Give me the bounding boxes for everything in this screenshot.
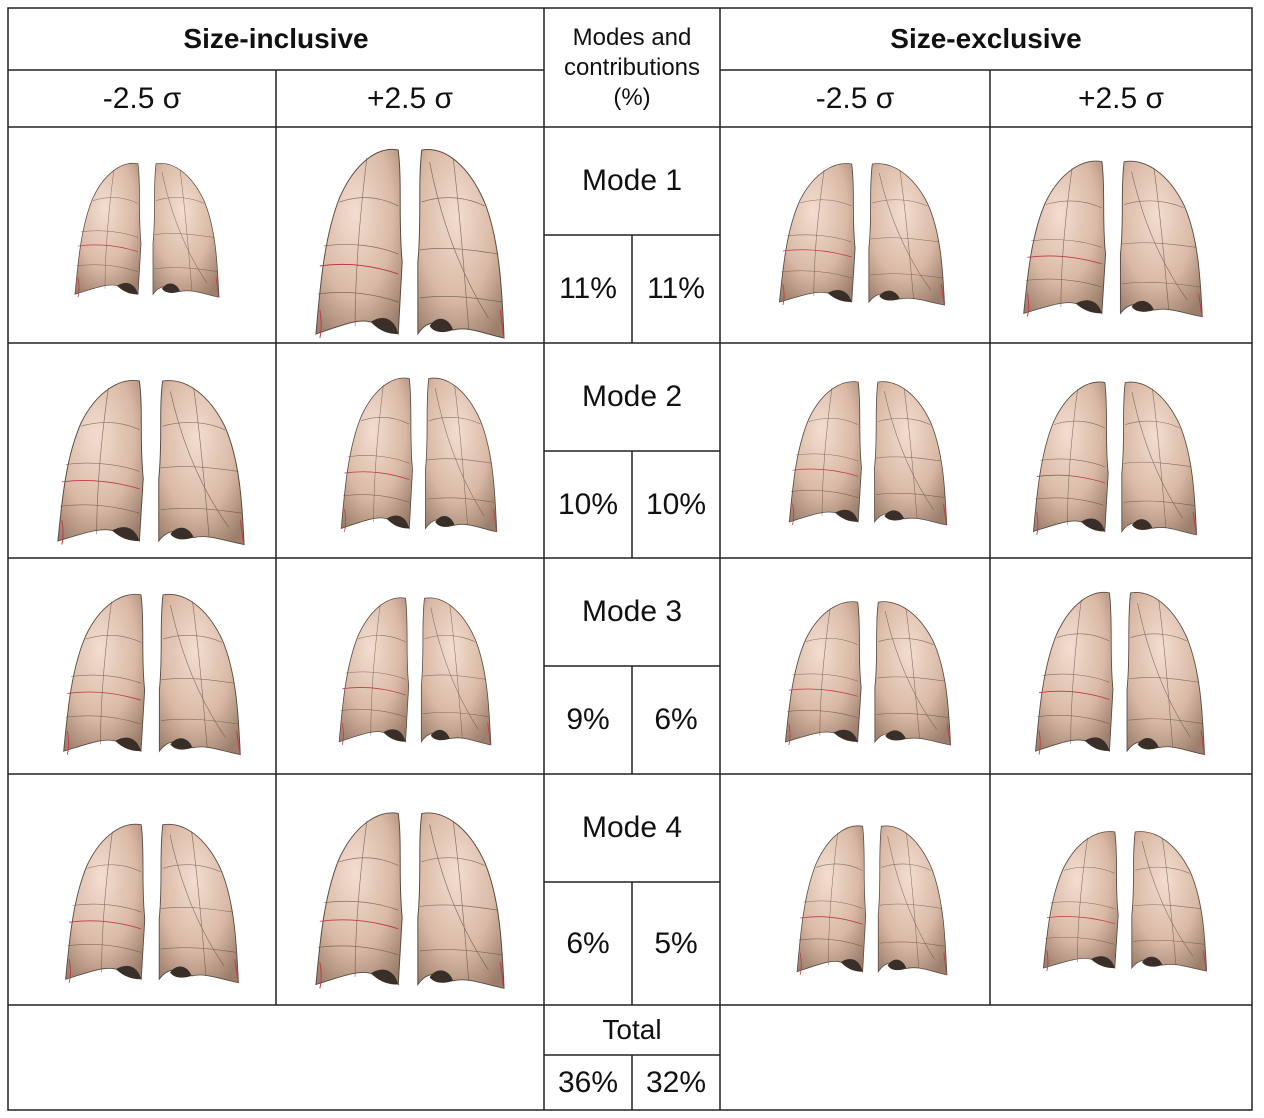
mode-4-label: Mode 4 — [581, 811, 683, 844]
modes-header-line3: (%) — [613, 83, 651, 111]
mode-3-inclusive-pct: 9% — [566, 703, 610, 736]
mode-2-inclusive-plus-lung — [340, 377, 498, 533]
mode-2-exclusive-plus-lung — [1032, 381, 1198, 536]
total-inclusive-pct: 36% — [557, 1065, 619, 1099]
mode-3-exclusive-pct: 6% — [654, 703, 698, 736]
mode-3-exclusive-plus-lung — [1035, 591, 1205, 756]
exclusive-minus-sigma-header: -2.5 σ — [815, 81, 895, 115]
total-label: Total — [602, 1014, 662, 1045]
mode-4-exclusive-minus-lung — [796, 825, 948, 976]
mode-4-inclusive-plus-lung — [315, 812, 505, 989]
inclusive-minus-sigma-header: -2.5 σ — [102, 81, 182, 115]
mode-3-label: Mode 3 — [581, 595, 683, 628]
mode-2-exclusive-minus-lung — [788, 381, 948, 526]
mode-1-inclusive-plus-lung — [315, 148, 505, 339]
mode-1-label: Mode 1 — [581, 164, 683, 197]
mode-2-inclusive-pct: 10% — [557, 487, 619, 521]
mode-1-exclusive-minus-lung — [778, 163, 946, 306]
mode-2-inclusive-minus-lung — [57, 380, 245, 546]
mode-4-inclusive-pct: 6% — [566, 926, 610, 960]
mode-1-exclusive-pct: 11% — [647, 272, 705, 305]
mode-1-inclusive-pct: 11% — [559, 272, 617, 305]
total-exclusive-pct: 32% — [645, 1065, 707, 1099]
mode-4-exclusive-pct: 5% — [654, 926, 698, 960]
mode-2-exclusive-pct: 10% — [645, 487, 707, 521]
mode-3-inclusive-minus-lung — [63, 593, 241, 756]
mode-2-label: Mode 2 — [581, 380, 683, 413]
mode-3-inclusive-plus-lung — [338, 597, 492, 746]
modes-header-line1: Modes and — [572, 23, 692, 51]
modes-header-line2: contributions — [563, 53, 701, 81]
size-exclusive-header: Size-exclusive — [890, 23, 1082, 54]
mode-3-exclusive-minus-lung — [784, 601, 952, 746]
mode-4-inclusive-minus-lung — [65, 823, 239, 984]
mode-1-inclusive-minus-lung — [74, 162, 220, 298]
exclusive-plus-sigma-header: +2.5 σ — [1077, 81, 1165, 115]
mode-1-exclusive-plus-lung — [1023, 160, 1203, 318]
modes-contributions-header: Modes and contributions (%) — [544, 8, 720, 127]
size-inclusive-header: Size-inclusive — [183, 23, 369, 54]
mode-4-exclusive-plus-lung — [1042, 831, 1208, 972]
inclusive-plus-sigma-header: +2.5 σ — [366, 81, 454, 115]
